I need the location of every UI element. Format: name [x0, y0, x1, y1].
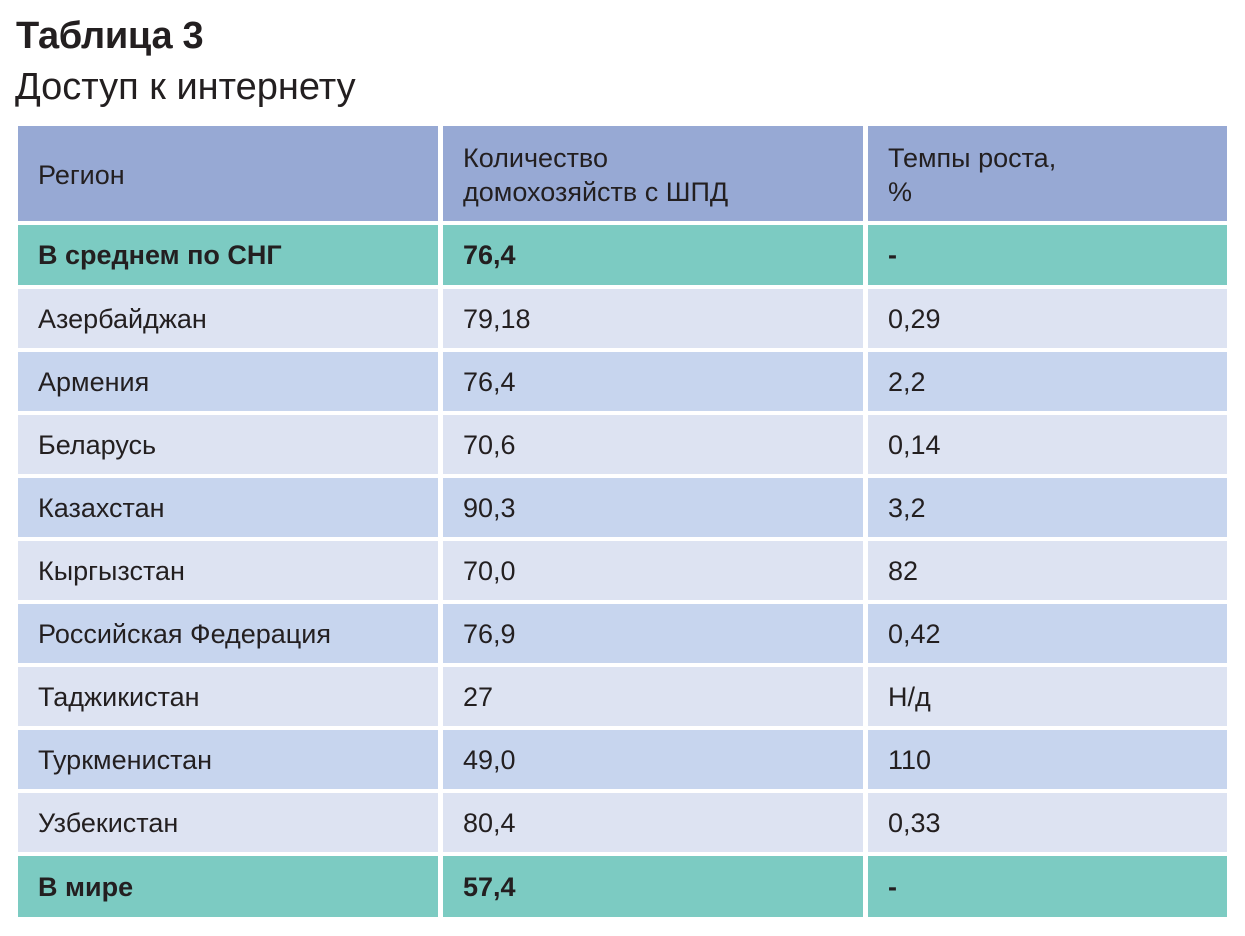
cell-growth: 3,2 — [863, 478, 1227, 541]
cell-growth: - — [863, 225, 1227, 289]
cell-region: Туркменистан — [18, 730, 438, 793]
cell-households: 76,9 — [438, 604, 863, 667]
cell-growth: 110 — [863, 730, 1227, 793]
cell-region: Кыргызстан — [18, 541, 438, 604]
internet-access-table: Регион Количество домохозяйств с ШПД Тем… — [18, 126, 1227, 917]
cell-region: Таджикистан — [18, 667, 438, 730]
cell-households: 27 — [438, 667, 863, 730]
cell-region: В мире — [18, 856, 438, 917]
table-row: Узбекистан 80,4 0,33 — [18, 793, 1227, 856]
table-row: Кыргызстан 70,0 82 — [18, 541, 1227, 604]
cell-region: Азербайджан — [18, 289, 438, 352]
table-header-row: Регион Количество домохозяйств с ШПД Тем… — [18, 126, 1227, 225]
table-title: Таблица 3 — [16, 15, 204, 57]
cell-growth: 0,29 — [863, 289, 1227, 352]
table-row: Российская Федерация 76,9 0,42 — [18, 604, 1227, 667]
cell-households: 80,4 — [438, 793, 863, 856]
header-region: Регион — [18, 126, 438, 225]
cell-region: В среднем по СНГ — [18, 225, 438, 289]
cell-region: Узбекистан — [18, 793, 438, 856]
header-households: Количество домохозяйств с ШПД — [438, 126, 863, 225]
cell-households: 57,4 — [438, 856, 863, 917]
cell-region: Казахстан — [18, 478, 438, 541]
table-subtitle: Доступ к интернету — [15, 66, 356, 108]
table-row: Казахстан 90,3 3,2 — [18, 478, 1227, 541]
cell-households: 90,3 — [438, 478, 863, 541]
cell-households: 49,0 — [438, 730, 863, 793]
cell-growth: 2,2 — [863, 352, 1227, 415]
cell-households: 70,6 — [438, 415, 863, 478]
cell-region: Российская Федерация — [18, 604, 438, 667]
cell-households: 79,18 — [438, 289, 863, 352]
cell-households: 76,4 — [438, 225, 863, 289]
cell-growth: 82 — [863, 541, 1227, 604]
table-row: Беларусь 70,6 0,14 — [18, 415, 1227, 478]
header-growth: Темпы роста, % — [863, 126, 1227, 225]
cell-households: 76,4 — [438, 352, 863, 415]
table-row-world: В мире 57,4 - — [18, 856, 1227, 917]
cell-households: 70,0 — [438, 541, 863, 604]
cell-growth: 0,42 — [863, 604, 1227, 667]
table-row-cis-average: В среднем по СНГ 76,4 - — [18, 225, 1227, 289]
table-row: Армения 76,4 2,2 — [18, 352, 1227, 415]
cell-region: Армения — [18, 352, 438, 415]
table-row: Таджикистан 27 Н/д — [18, 667, 1227, 730]
table-row: Туркменистан 49,0 110 — [18, 730, 1227, 793]
table-row: Азербайджан 79,18 0,29 — [18, 289, 1227, 352]
cell-growth: Н/д — [863, 667, 1227, 730]
cell-growth: 0,33 — [863, 793, 1227, 856]
cell-growth: 0,14 — [863, 415, 1227, 478]
cell-region: Беларусь — [18, 415, 438, 478]
cell-growth: - — [863, 856, 1227, 917]
